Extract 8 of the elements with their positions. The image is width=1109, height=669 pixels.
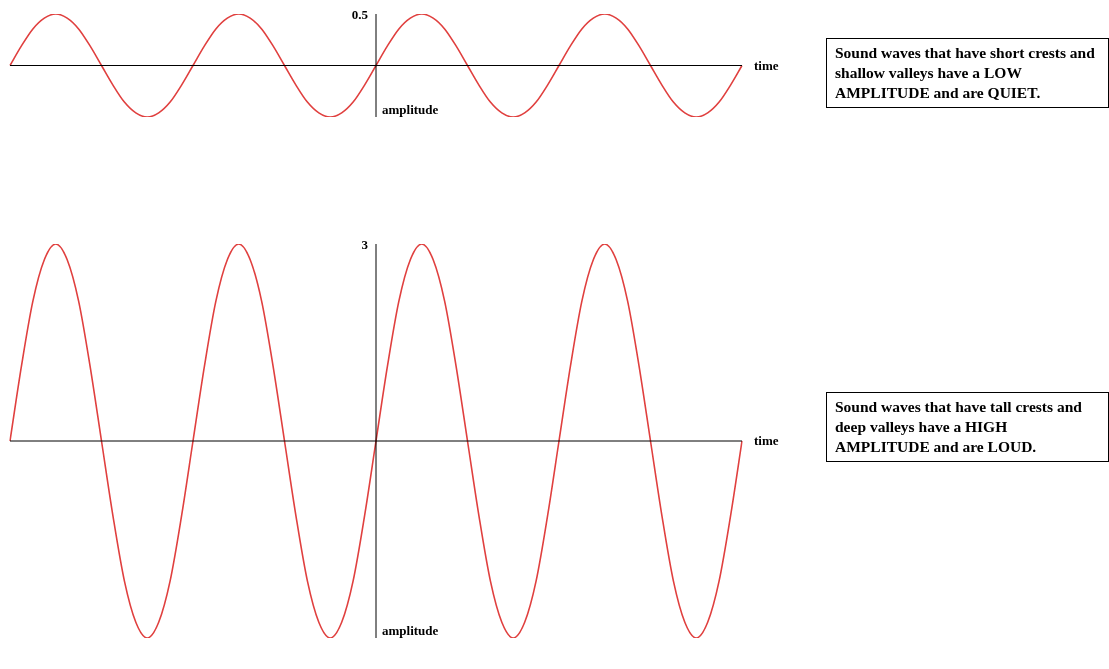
annotation: 0.5 [351,7,369,23]
annotation: 3 [361,237,369,253]
text: Sound waves that have short crests and shallow valleys have a LOW AMPLITUDE and are QUIET. [826,38,1109,108]
y-axis-title: amplitude [382,622,439,638]
x-axis-title: time [754,433,779,449]
y-axis-title: amplitude [382,101,439,117]
x-axis-title: time [754,57,779,73]
text: Sound waves that have tall crests and deep valleys have a HIGH AMPLITUDE and are LOUD. [826,392,1109,462]
